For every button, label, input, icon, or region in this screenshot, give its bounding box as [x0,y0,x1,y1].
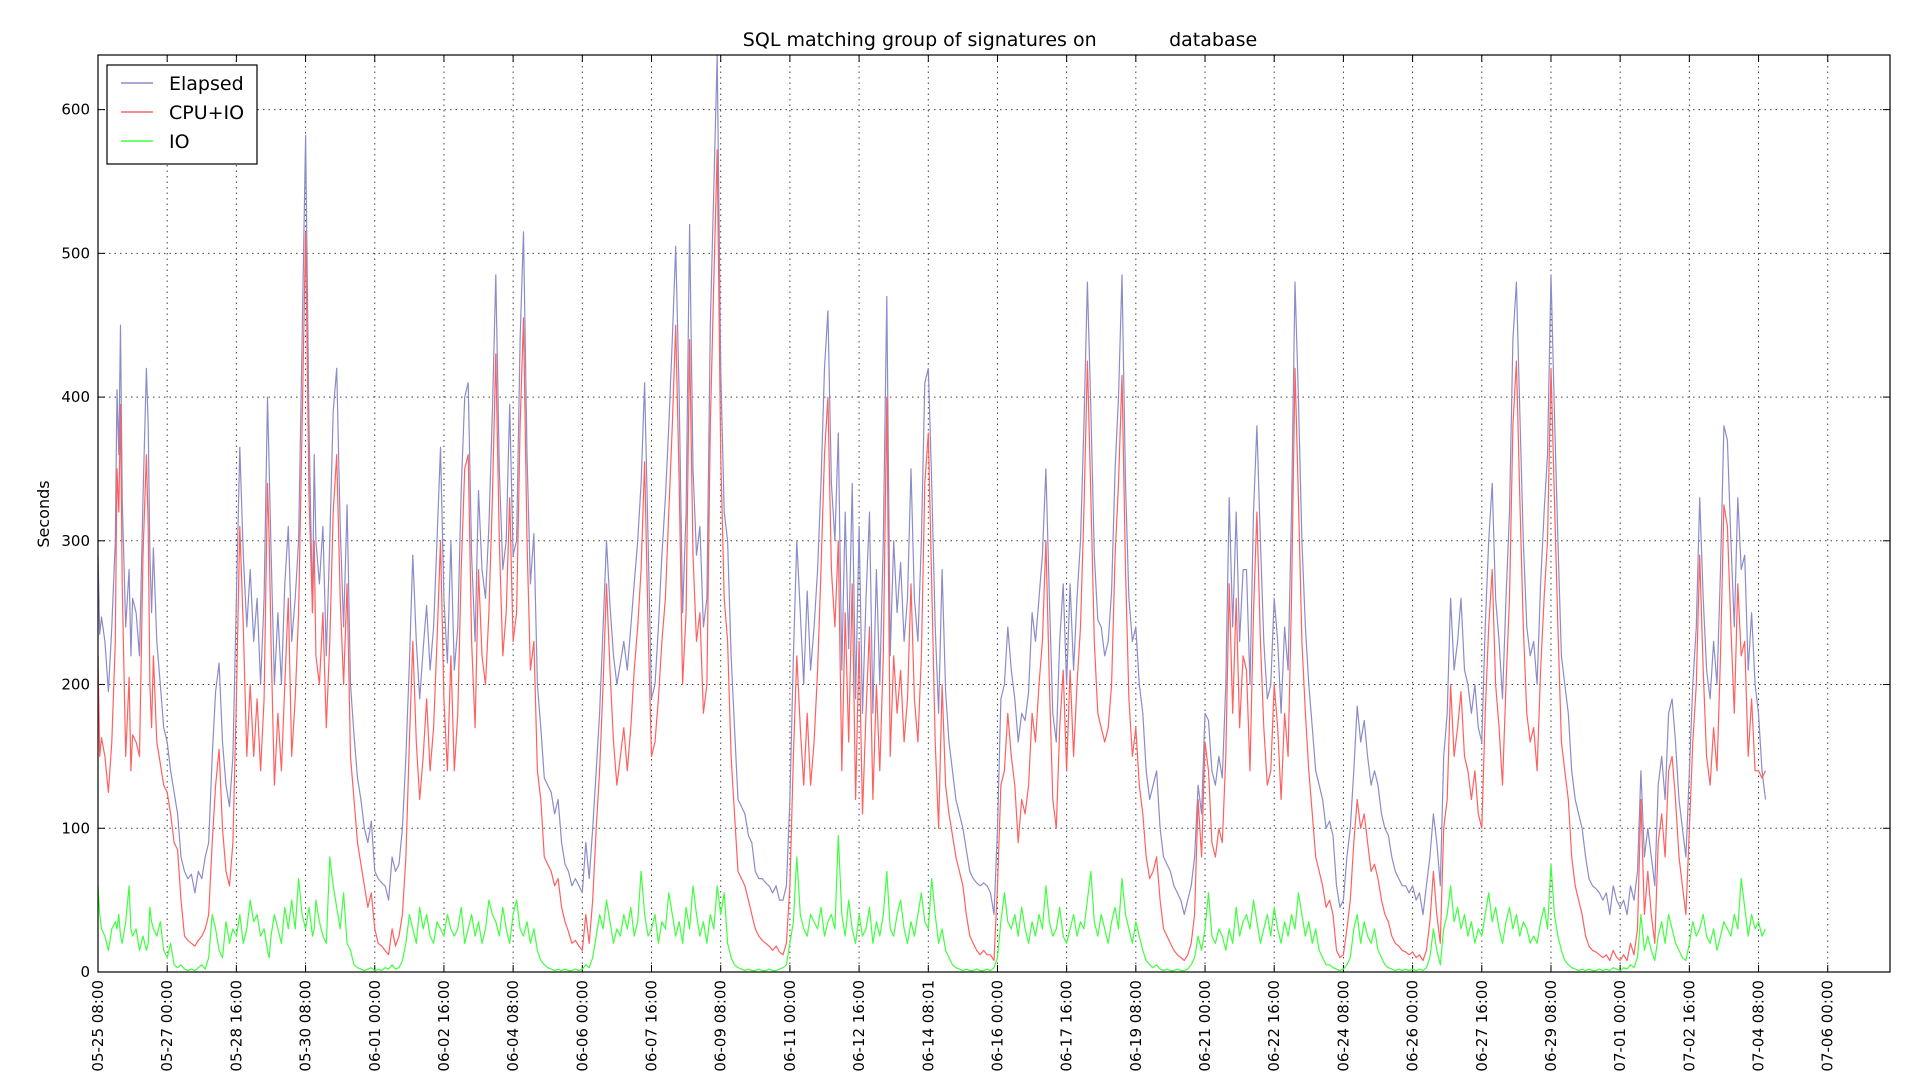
x-tick-label: 05-30 08:00 [297,980,315,1072]
x-tick-label: 06-09 08:00 [712,980,730,1072]
x-tick-label: 05-27 00:00 [158,980,176,1072]
x-tick-label: 06-07 16:00 [643,980,661,1072]
plot-frame [97,54,1891,973]
x-tick-label: 06-06 00:00 [573,980,591,1072]
legend-label: CPU+IO [169,102,244,124]
y-tick-label: 600 [61,101,90,119]
y-tick-label: 400 [61,388,90,406]
x-tick-label: 06-19 08:00 [1127,980,1145,1072]
legend-label: IO [169,131,190,153]
x-tick-label: 07-01 00:00 [1611,980,1629,1072]
legend-box [106,64,258,165]
x-tick-label: 06-29 08:00 [1542,980,1560,1072]
x-tick-label: 06-27 16:00 [1473,980,1491,1072]
x-tick-label: 07-02 16:00 [1680,980,1698,1072]
legend: Elapsed CPU+IO IO [106,64,258,165]
x-tick-label: 06-14 08:01 [919,980,937,1072]
x-tick-label: 06-16 00:00 [988,980,1006,1072]
x-tick-label: 06-02 16:00 [435,980,453,1072]
x-tick-label: 06-21 00:00 [1196,980,1214,1072]
grid [98,55,1890,972]
x-tick-label: 06-17 16:00 [1058,980,1076,1072]
x-tick-label: 05-28 16:00 [227,980,245,1072]
x-tick-label: 06-01 00:00 [366,980,384,1072]
series-line-cpu-io [97,149,1767,962]
x-tick-label: 06-12 16:00 [850,980,868,1072]
x-tick-label: 06-22 16:00 [1265,980,1283,1072]
y-tick-label: 300 [61,532,90,550]
x-tick-label: 07-06 00:00 [1819,980,1837,1072]
y-tick-label: 0 [80,963,90,981]
y-axis-label: Seconds [34,480,53,547]
series-line-io [97,834,1767,972]
x-tick-label: 07-04 08:00 [1750,980,1768,1072]
chart-title: SQL matching group of signatures on data… [743,29,1257,51]
legend-label: Elapsed [169,73,244,95]
series-line-elapsed [97,54,1767,916]
x-tick-label: 06-11 00:00 [781,980,799,1072]
series-lines [97,54,1767,972]
x-tick-label: 06-26 00:00 [1404,980,1422,1072]
y-tick-label: 200 [61,676,90,694]
x-tick-label: 05-25 08:00 [89,980,107,1072]
y-tick-label: 500 [61,244,90,262]
x-tick-label: 06-24 08:00 [1334,980,1352,1072]
y-tick-label: 100 [61,819,90,837]
x-axis: 05-25 08:00 05-27 00:00 05-28 16:00 05-30 0… [89,55,1837,1072]
y-axis: 0 100 200 300 400 500 600 [61,101,1890,981]
x-tick-label: 06-04 08:00 [504,980,522,1072]
